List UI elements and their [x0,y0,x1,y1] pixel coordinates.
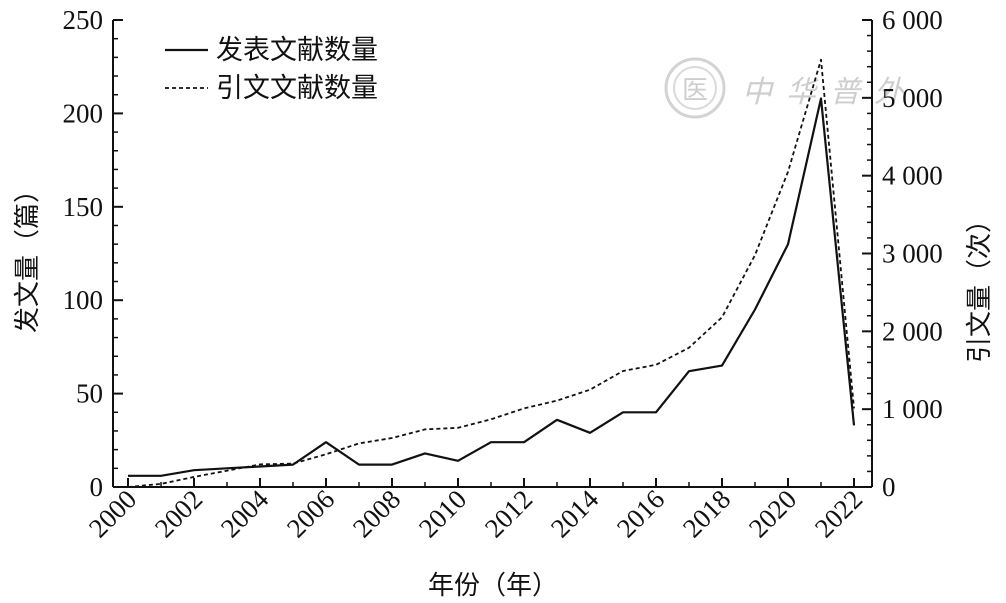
y-right-tick-label: 1 000 [882,394,943,424]
series-line-publications [128,97,856,477]
series-lines [127,58,856,488]
x-tick-label: 2012 [479,484,538,543]
x-tick-label: 2010 [413,484,472,543]
x-tick-label: 2020 [743,484,802,543]
y-right-tick-label: 0 [882,472,896,502]
y-right-tick-label: 6 000 [882,5,943,35]
y-right-tick-label: 5 000 [882,83,943,113]
y-right-tick-label: 4 000 [882,161,943,191]
ticks [113,19,872,488]
y-left-tick-label: 0 [90,472,104,502]
x-tick-label: 2004 [215,484,275,544]
x-tick-label: 2018 [677,484,736,543]
series-line-citations [127,58,855,488]
watermark-seal-icon [664,57,726,119]
y-right-tick-label: 2 000 [882,316,943,346]
x-tick-label: 2002 [149,484,208,543]
legend-label: 引文文献数量 [216,73,378,104]
x-tick-label: 2016 [611,484,670,543]
x-axis-title: 年份（年） [428,571,558,601]
y-left-tick-label: 200 [63,98,104,128]
x-tick-label: 2006 [281,484,340,543]
y-axis-left-title: 发文量（篇） [13,177,43,333]
legend-label: 发表文献数量 [216,35,378,66]
y-left-tick-label: 250 [63,5,104,35]
watermark-seal-char: 医 [682,76,708,106]
x-tick-label: 2022 [809,484,868,543]
watermark: 医 中华普外 [664,57,904,119]
y-right-tick-label: 3 000 [882,239,943,269]
watermark-seal-inner [673,66,717,110]
x-tick-label: 2008 [347,484,406,543]
y-axis-right-title: 引文量（次） [965,207,995,363]
y-left-tick-label: 50 [76,379,103,409]
y-left-tick-label: 150 [63,192,104,222]
y-left-tick-label: 100 [63,285,104,315]
x-tick-label: 2014 [545,484,605,544]
